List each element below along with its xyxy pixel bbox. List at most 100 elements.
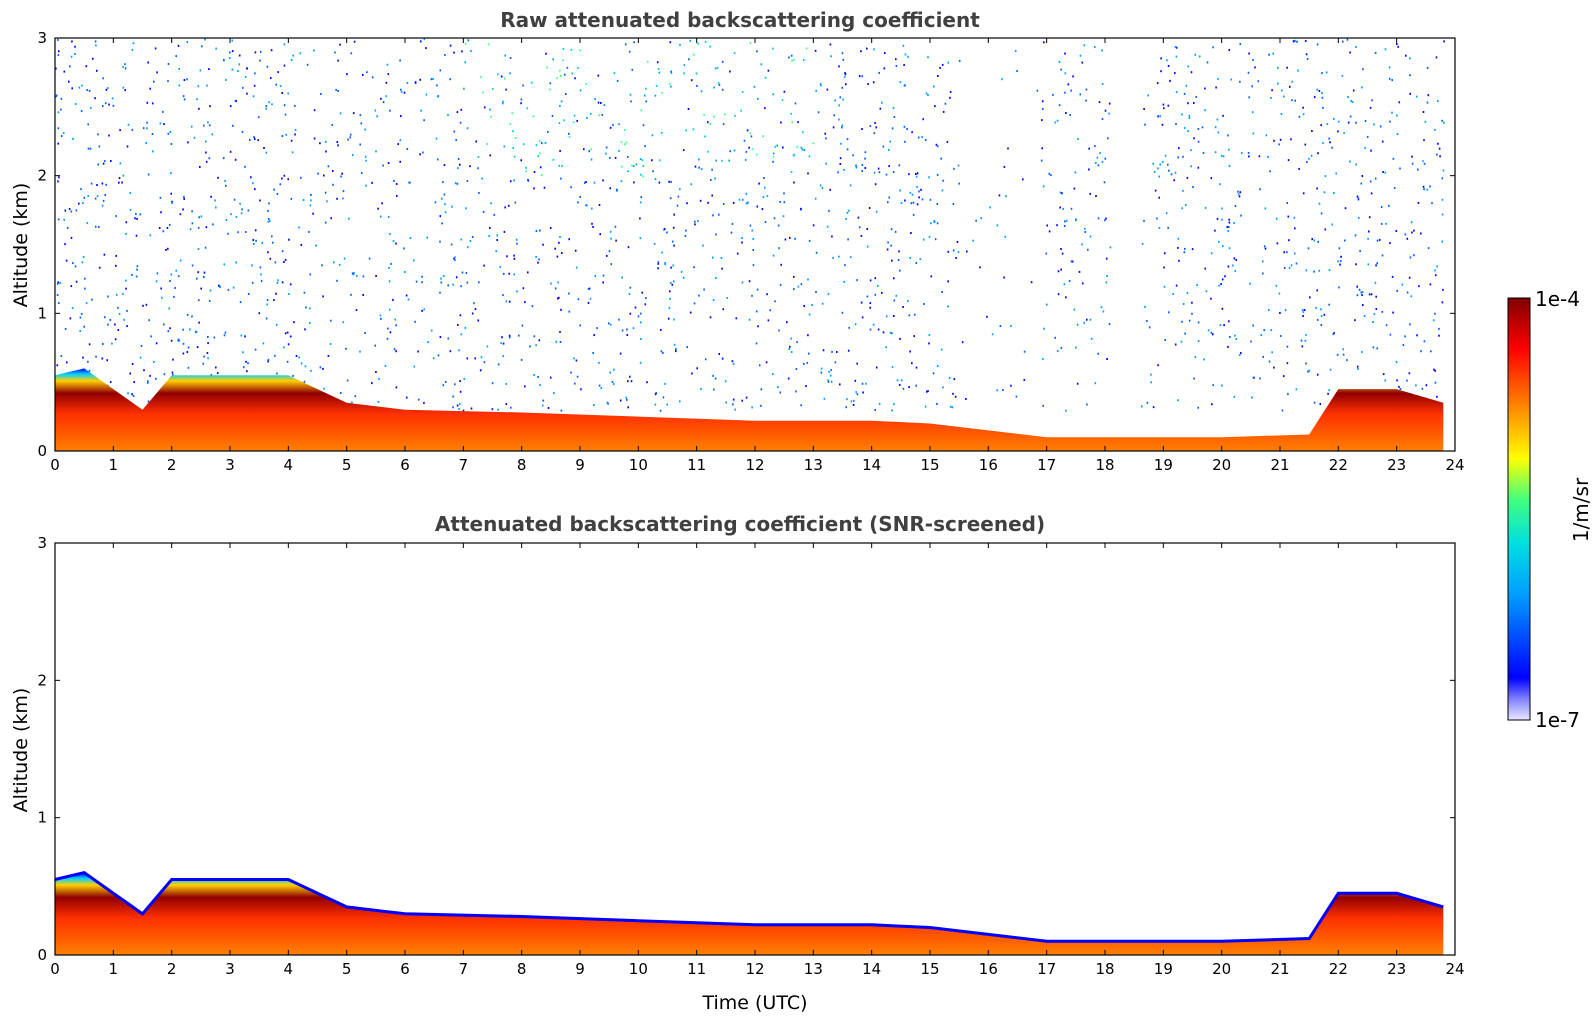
noise-speck — [814, 197, 817, 200]
noise-speck — [1389, 242, 1391, 245]
noise-speck — [829, 374, 832, 377]
noise-speck — [1215, 86, 1217, 89]
noise-speck — [1240, 214, 1242, 217]
noise-speck — [783, 192, 785, 195]
noise-speck — [1076, 382, 1079, 385]
noise-speck — [1398, 385, 1400, 388]
noise-speck — [147, 173, 150, 176]
noise-speck — [542, 243, 544, 246]
noise-speck — [1388, 77, 1391, 80]
noise-speck — [1443, 121, 1445, 124]
noise-speck — [57, 218, 60, 221]
noise-speck — [142, 127, 145, 130]
noise-speck — [575, 266, 578, 269]
noise-speck — [815, 290, 817, 293]
noise-speck — [395, 386, 398, 389]
panel-raw-title: Raw attenuated backscattering coefficien… — [500, 8, 980, 32]
noise-speck — [381, 202, 383, 205]
noise-speck — [932, 372, 935, 375]
noise-speck — [1043, 41, 1045, 44]
noise-speck — [821, 302, 824, 305]
noise-speck — [265, 317, 268, 320]
noise-speck — [865, 382, 867, 385]
noise-speck — [418, 398, 420, 401]
noise-speck — [1197, 321, 1200, 324]
noise-speck — [718, 353, 720, 355]
noise-speck — [524, 385, 526, 388]
noise-speck — [443, 193, 446, 196]
noise-speck — [620, 165, 623, 168]
noise-speck — [246, 67, 248, 70]
noise-speck — [538, 258, 540, 261]
noise-speck — [654, 393, 657, 396]
noise-speck — [1337, 260, 1339, 263]
noise-speck — [574, 382, 576, 385]
noise-speck — [231, 68, 234, 71]
noise-speck — [757, 97, 759, 100]
noise-speck — [129, 191, 131, 194]
noise-speck — [444, 54, 446, 56]
noise-speck — [456, 404, 459, 407]
noise-speck — [160, 211, 162, 214]
noise-speck — [163, 323, 165, 326]
noise-speck — [882, 331, 885, 334]
x-tick-label: 8 — [517, 456, 527, 474]
noise-speck — [1084, 231, 1087, 233]
noise-speck — [1346, 359, 1348, 362]
noise-speck — [925, 92, 928, 95]
noise-speck — [178, 68, 180, 70]
noise-speck — [135, 212, 137, 215]
noise-speck — [1224, 275, 1226, 278]
noise-speck — [1409, 57, 1411, 60]
noise-speck — [362, 73, 364, 76]
noise-speck — [1437, 100, 1439, 103]
noise-speck — [359, 350, 361, 353]
noise-speck — [668, 307, 671, 310]
y-tick-label: 1 — [37, 809, 47, 827]
noise-speck — [182, 95, 185, 98]
noise-speck — [834, 99, 836, 102]
noise-speck — [1395, 361, 1398, 364]
noise-speck — [742, 198, 744, 201]
noise-speck — [1041, 119, 1043, 122]
noise-speck — [1305, 269, 1308, 272]
noise-speck — [544, 141, 547, 144]
noise-speck — [916, 186, 918, 188]
noise-speck — [618, 149, 620, 152]
noise-speck — [707, 201, 709, 204]
noise-speck — [196, 98, 198, 101]
noise-speck — [96, 69, 98, 72]
noise-speck — [149, 87, 151, 90]
noise-speck — [725, 401, 727, 404]
noise-speck — [478, 192, 480, 194]
noise-speck — [1228, 320, 1230, 323]
noise-speck — [1233, 257, 1236, 260]
noise-speck — [1227, 230, 1229, 233]
noise-speck — [986, 315, 988, 318]
noise-speck — [657, 267, 659, 270]
noise-speck — [1081, 243, 1083, 246]
noise-speck — [661, 91, 664, 94]
noise-speck — [866, 47, 868, 50]
noise-speck — [283, 346, 285, 349]
noise-speck — [1342, 348, 1344, 351]
noise-speck — [760, 404, 762, 407]
noise-speck — [720, 257, 723, 259]
noise-speck — [757, 325, 759, 328]
noise-speck — [1350, 100, 1352, 103]
noise-speck — [1357, 197, 1360, 200]
noise-speck — [1015, 395, 1018, 398]
noise-speck — [912, 201, 915, 204]
noise-speck — [878, 71, 880, 74]
noise-speck — [242, 86, 244, 89]
noise-speck — [1223, 324, 1225, 327]
noise-speck — [134, 217, 136, 220]
noise-speck — [693, 302, 696, 305]
noise-speck — [830, 55, 832, 58]
noise-speck — [267, 209, 269, 212]
noise-speck — [203, 276, 205, 278]
noise-speck — [150, 335, 152, 338]
noise-speck — [848, 209, 850, 212]
noise-speck — [1305, 362, 1307, 365]
